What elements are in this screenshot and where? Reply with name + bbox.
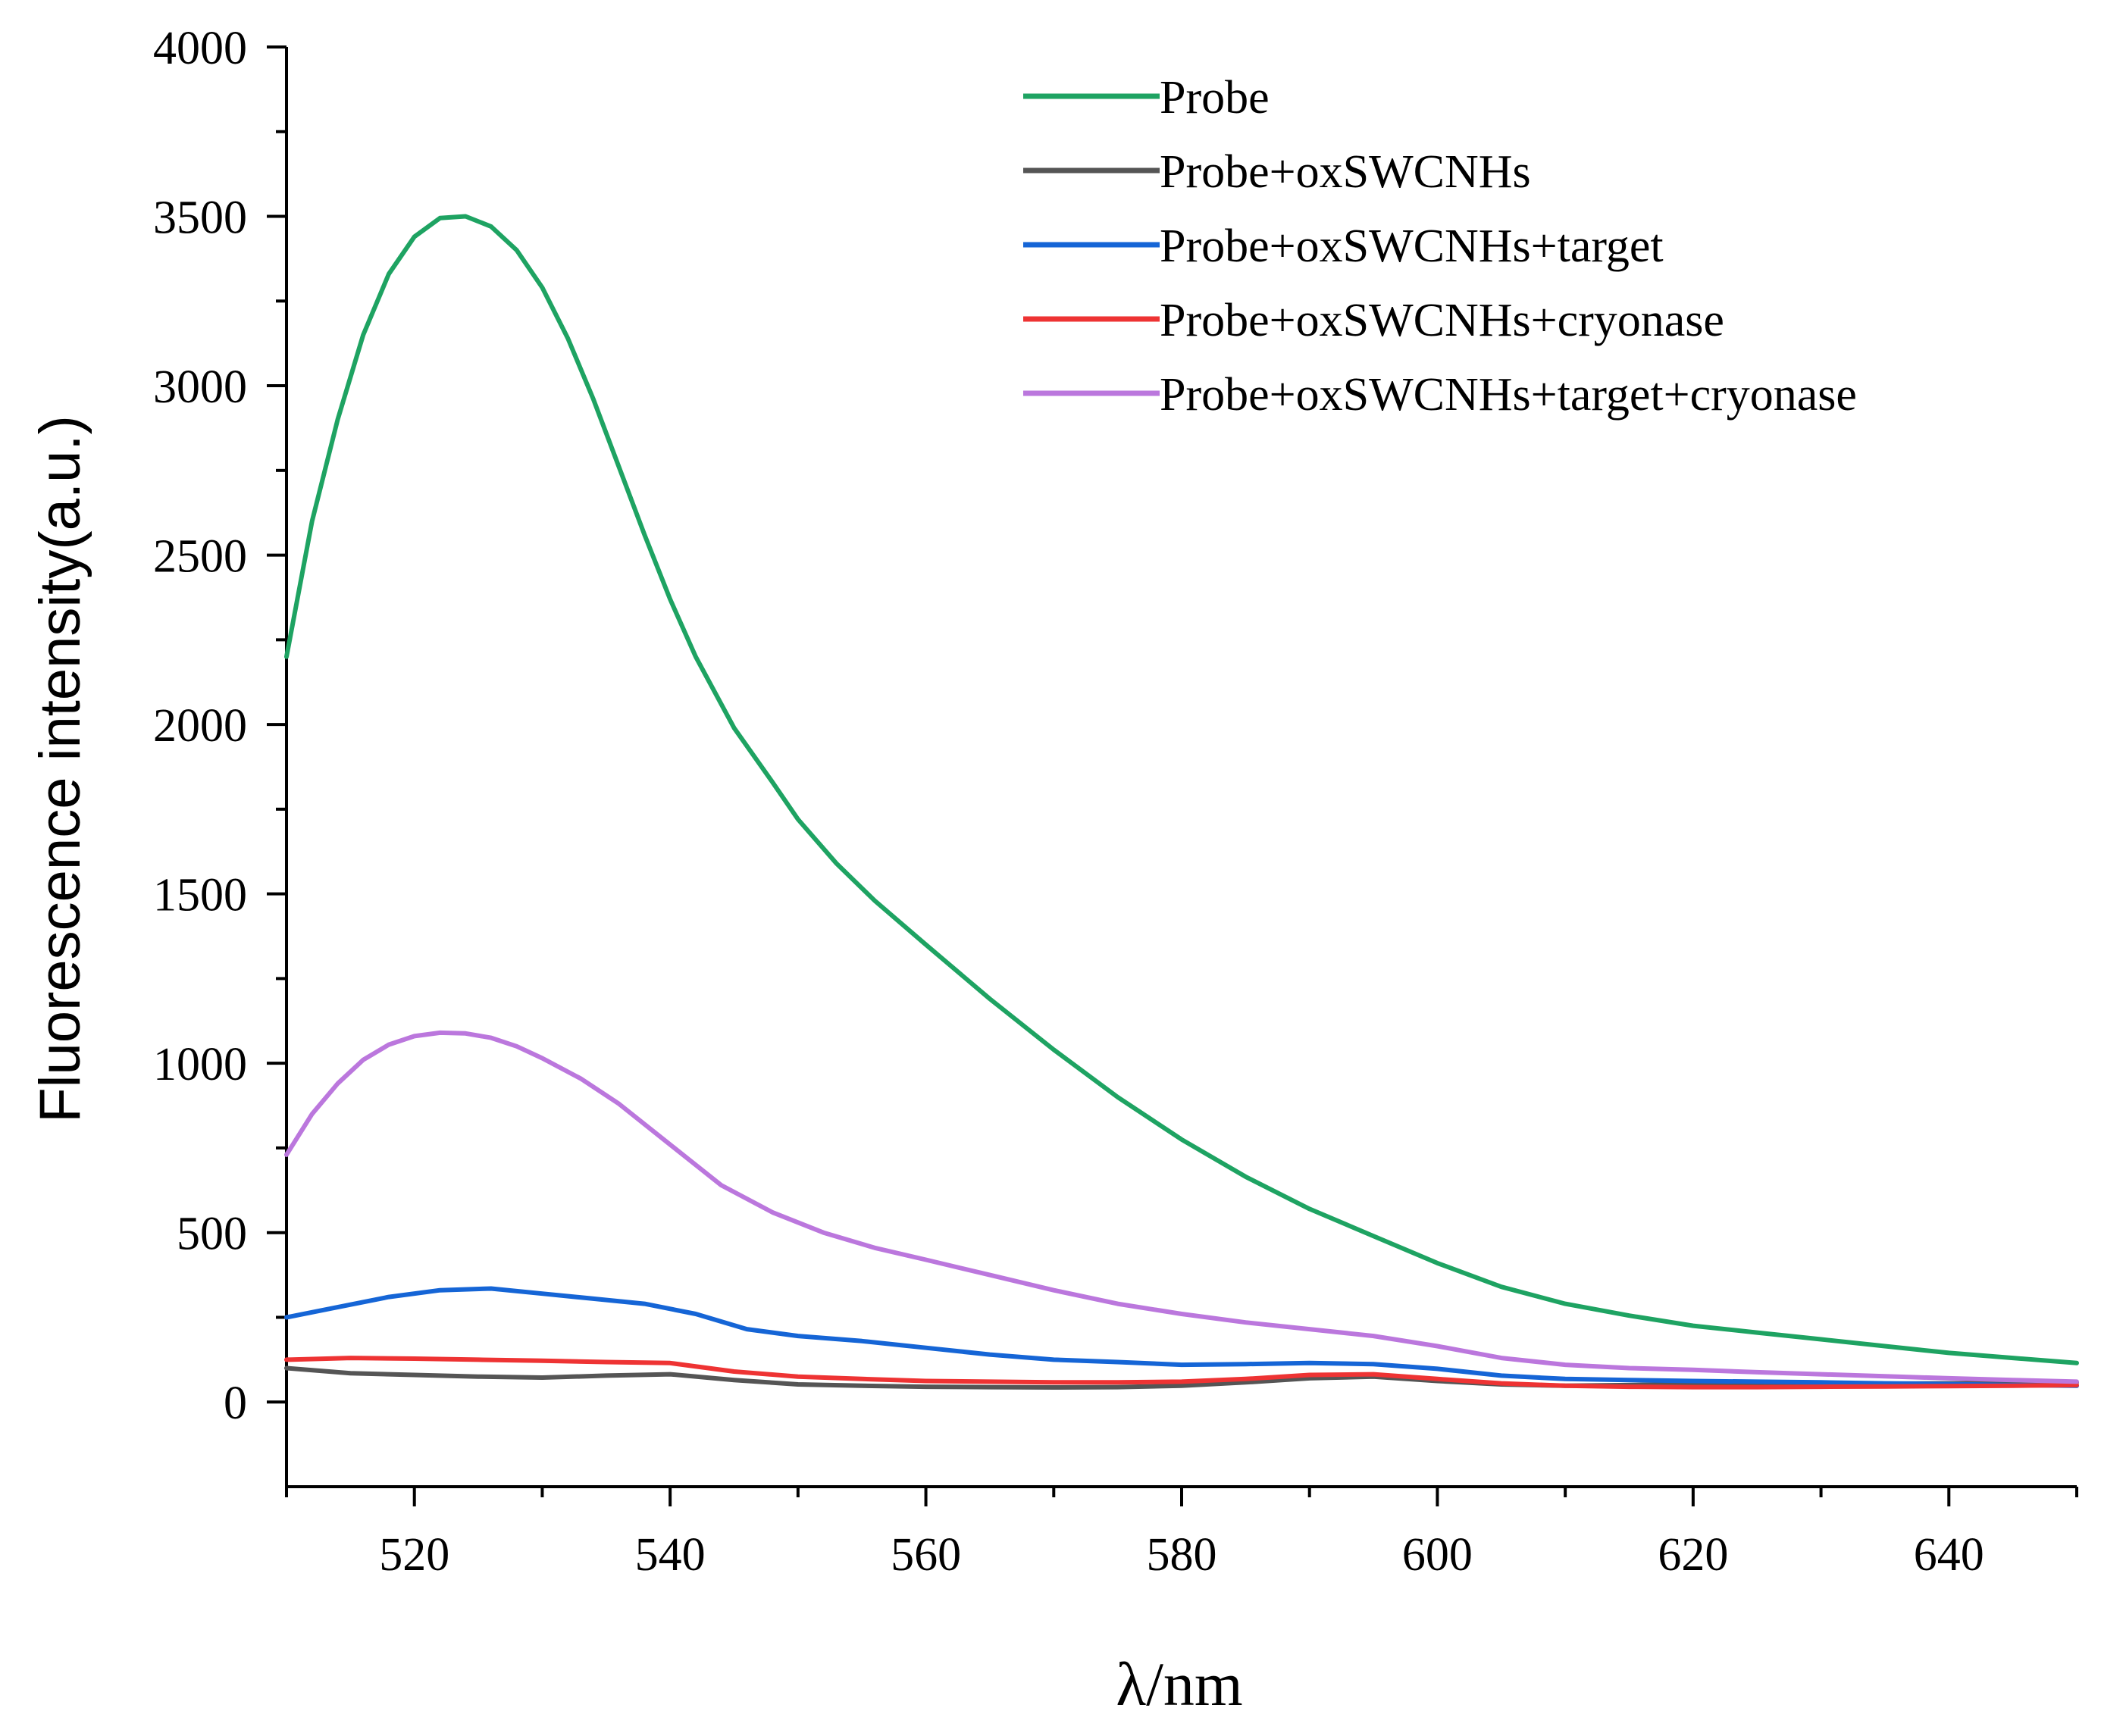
x-tick-label: 560: [891, 1529, 961, 1581]
legend-label-5: Probe+oxSWCNHs+target+cryonase: [1160, 369, 1857, 421]
legend-label-3: Probe+oxSWCNHs+target: [1160, 221, 1664, 272]
y-tick-label: 0: [224, 1378, 247, 1429]
y-tick-label: 500: [177, 1209, 247, 1260]
legend-label-1: Probe: [1160, 72, 1270, 124]
legend: Probe Probe+oxSWCNHs Probe+oxSWCNHs+target…: [1023, 72, 1857, 421]
legend-label-2: Probe+oxSWCNHs: [1160, 146, 1531, 198]
y-tick-label: 2000: [153, 700, 247, 752]
series-line-2: [284, 1365, 2079, 1390]
x-axis-title: λ/nm: [1116, 1650, 1242, 1719]
y-tick-label: 1000: [153, 1039, 247, 1090]
x-tick-label: 580: [1147, 1529, 1217, 1581]
y-tick-label: 4000: [153, 23, 247, 74]
y-tick-label: 3500: [153, 192, 247, 244]
x-tick-label: 600: [1402, 1529, 1473, 1581]
plot-area: [284, 214, 2079, 1390]
series-line-4: [284, 1356, 2079, 1390]
x-tick-label: 520: [379, 1529, 449, 1581]
y-tick-label: 1500: [153, 870, 247, 921]
x-axis-ticks: 520 540 560 580 600 620 640: [285, 1487, 2078, 1581]
x-tick-label: 640: [1914, 1529, 1984, 1581]
y-axis-title: Fluorescence intensity(a.u.): [28, 415, 92, 1123]
x-tick-label: 540: [635, 1529, 706, 1581]
series-line-1: [284, 214, 2079, 1365]
series-line-3: [284, 1286, 2079, 1388]
series-line-5: [284, 1030, 2079, 1384]
x-tick-label: 620: [1658, 1529, 1728, 1581]
y-axis-ticks: 0 500 1000 1500 2000 2500 3000 3500 4000: [153, 23, 286, 1429]
legend-label-4: Probe+oxSWCNHs+cryonase: [1160, 295, 1724, 346]
y-tick-label: 2500: [153, 531, 247, 583]
y-tick-label: 3000: [153, 361, 247, 413]
